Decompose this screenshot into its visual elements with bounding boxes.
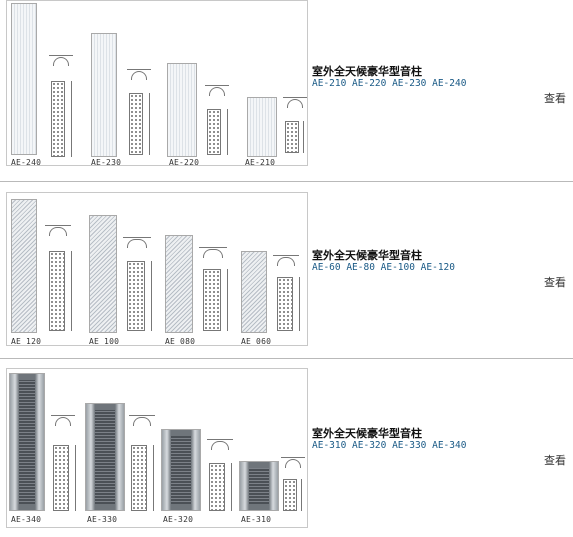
model-label: AE-310 xyxy=(241,515,272,524)
speaker-column-photo xyxy=(247,97,277,157)
product-image-panel-3[interactable]: AE-340 AE-330 AE-320 AE-310 xyxy=(6,368,308,528)
view-link[interactable]: 查看 xyxy=(544,454,566,467)
technical-drawing xyxy=(269,251,305,333)
row-divider xyxy=(0,358,573,359)
technical-drawing xyxy=(41,221,77,333)
view-link[interactable]: 查看 xyxy=(544,276,566,289)
model-label: AE 080 xyxy=(165,337,196,346)
product-image-panel-1[interactable]: AE-240 AE-230 AE-220 AE-210 xyxy=(6,0,308,166)
speaker-column-photo xyxy=(89,215,117,333)
view-link[interactable]: 查看 xyxy=(544,92,566,105)
speaker-column-photo xyxy=(9,373,45,511)
model-label: AE-340 xyxy=(11,515,42,524)
speaker-column-photo xyxy=(11,199,37,333)
technical-drawing xyxy=(125,411,161,513)
technical-drawing xyxy=(203,435,239,513)
product-title[interactable]: 室外全天候豪华型音柱 xyxy=(312,249,422,262)
technical-drawing xyxy=(43,49,77,159)
speaker-column-photo xyxy=(85,403,125,511)
model-label: AE-320 xyxy=(163,515,194,524)
model-label: AE 100 xyxy=(89,337,120,346)
technical-drawing xyxy=(199,79,235,159)
model-list: AE-60 AE-80 AE-100 AE-120 xyxy=(312,262,455,273)
model-label: AE 120 xyxy=(11,337,42,346)
technical-drawing xyxy=(121,63,157,157)
model-label: AE-220 xyxy=(169,158,200,166)
model-label: AE-230 xyxy=(91,158,122,166)
row-divider xyxy=(0,181,573,182)
model-list: AE-210 AE-220 AE-230 AE-240 xyxy=(312,78,467,89)
technical-drawing xyxy=(119,233,157,333)
product-title[interactable]: 室外全天候豪华型音柱 xyxy=(312,427,422,440)
model-label: AE 060 xyxy=(241,337,272,346)
technical-drawing xyxy=(195,243,233,333)
speaker-column-photo xyxy=(91,33,117,157)
product-image-panel-2[interactable]: AE 120 AE 100 AE 080 AE 060 xyxy=(6,192,308,346)
speaker-column-photo xyxy=(239,461,279,511)
model-label: AE-330 xyxy=(87,515,118,524)
speaker-column-photo xyxy=(241,251,267,333)
model-label: AE-210 xyxy=(245,158,276,166)
speaker-column-photo xyxy=(167,63,197,157)
speaker-column-photo xyxy=(11,3,37,155)
speaker-column-photo xyxy=(165,235,193,333)
speaker-column-photo xyxy=(161,429,201,511)
technical-drawing xyxy=(279,93,307,159)
model-label: AE-240 xyxy=(11,158,42,166)
model-list: AE-310 AE-320 AE-330 AE-340 xyxy=(312,440,467,451)
technical-drawing xyxy=(279,453,307,513)
product-title[interactable]: 室外全天候豪华型音柱 xyxy=(312,65,422,78)
technical-drawing xyxy=(47,411,81,513)
